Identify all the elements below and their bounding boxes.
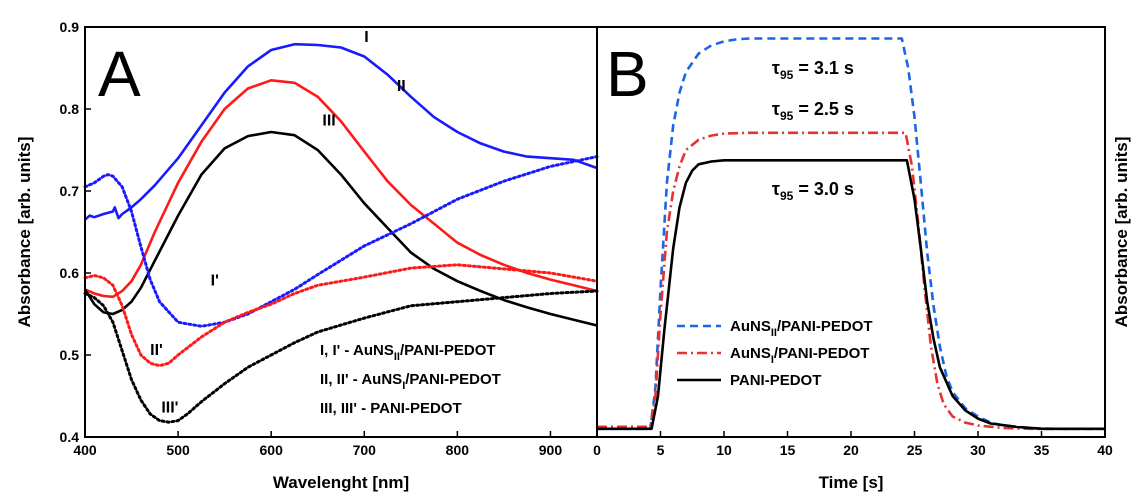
b-tau-sub-1: 95: [780, 109, 794, 123]
panel-b-series: [597, 37, 1105, 431]
b-tau-sub-2: 95: [780, 189, 794, 203]
panel-a-ticks: 400 500 600 700 800 900 0.4 0.5 0.6 0.7 0.8 0.9: [60, 19, 563, 458]
a-curve-label-5: III': [161, 399, 178, 416]
a-y-tick-label-2: 0.6: [60, 265, 80, 281]
b-tau-annotation-2: τ95 = 3.0 s: [772, 179, 854, 203]
b-legend-suffix-0: /PANI-PEDOT: [777, 318, 873, 335]
a-legend-prefix-1: II, II' - AuNS: [320, 371, 402, 388]
b-x-tick-label-0: 0: [593, 442, 601, 458]
b-tau-sub-0: 95: [780, 68, 794, 82]
a-series-line-4: [83, 263, 599, 368]
b-series-line-2: [597, 159, 1105, 431]
b-legend-prefix-0: AuNS: [730, 318, 771, 335]
b-x-tick-label-6: 30: [970, 442, 986, 458]
a-x-tick-label-0: 400: [73, 442, 97, 458]
panel-a-y-axis-title: Absorbance [arb. units]: [15, 137, 34, 328]
a-y-tick-label-4: 0.8: [60, 101, 80, 117]
b-tau-value-2: = 3.0 s: [793, 179, 854, 199]
a-series-line-3: [83, 155, 599, 328]
b-tau-annotation-1: τ95 = 2.5 s: [772, 99, 854, 123]
a-legend-suffix-0: /PANI-PEDOT: [400, 342, 496, 359]
panel-b-ticks: 0 5 10 15 20 25 30 35 40: [593, 431, 1113, 458]
a-legend-sub-0: II: [394, 351, 400, 363]
a-curve-label-3: I': [211, 272, 219, 289]
b-x-tick-label-5: 25: [907, 442, 923, 458]
panel-a: 400 500 600 700 800 900 0.4 0.5 0.6 0.7 0.8 0.9 A I…: [15, 19, 599, 492]
b-x-tick-label-7: 35: [1034, 442, 1050, 458]
a-x-tick-label-3: 700: [353, 442, 377, 458]
a-legend-entry-0: I, I' - AuNSII/PANI-PEDOT: [320, 342, 496, 363]
b-legend-prefix-1: AuNS: [730, 345, 771, 362]
b-tau-value-1: = 2.5 s: [793, 99, 854, 119]
a-legend-entry-1: II, II' - AuNSI/PANI-PEDOT: [320, 371, 501, 392]
a-legend-sub-1: I: [402, 380, 405, 392]
b-tau-annotation-0: τ95 = 3.1 s: [772, 58, 854, 82]
b-tau-symbol-1: τ: [772, 99, 780, 119]
a-legend-prefix-0: I, I' - AuNS: [320, 342, 394, 359]
a-y-tick-label-5: 0.9: [60, 19, 80, 35]
b-series-line-0: [597, 37, 1105, 431]
b-legend-sub-0: II: [771, 327, 777, 339]
a-curve-label-1: II: [397, 78, 406, 95]
b-legend-sub-1: I: [771, 354, 774, 366]
b-x-tick-label-2: 10: [716, 442, 732, 458]
panel-b-y-axis-title: Absorbance [arb. units]: [1112, 137, 1131, 328]
panel-b-letter: B: [606, 38, 649, 110]
a-x-tick-label-2: 600: [260, 442, 284, 458]
a-curve-label-2: III: [322, 112, 335, 129]
a-curve-label-0: I: [364, 29, 368, 46]
panel-b-legend: AuNSII/PANI-PEDOTAuNSI/PANI-PEDOTPANI-PE…: [677, 318, 873, 389]
a-x-tick-label-4: 800: [446, 442, 470, 458]
panel-b-x-axis-title: Time [s]: [819, 473, 884, 492]
panel-a-letter: A: [98, 38, 141, 110]
b-tau-symbol-0: τ: [772, 58, 780, 78]
b-tau-symbol-2: τ: [772, 179, 780, 199]
b-legend-entry-1: AuNSI/PANI-PEDOT: [730, 345, 869, 366]
b-series-line-1: [597, 131, 1105, 431]
a-legend-entry-2: III, III' - PANI-PEDOT: [320, 400, 462, 417]
b-legend-entry-2: PANI-PEDOT: [730, 372, 821, 389]
a-y-tick-label-1: 0.5: [60, 347, 80, 363]
panel-a-series: [83, 42, 599, 424]
a-series-line-1: [84, 79, 598, 299]
a-series-line-0: [84, 42, 598, 221]
b-x-tick-label-8: 40: [1097, 442, 1113, 458]
b-x-tick-label-1: 5: [657, 442, 665, 458]
b-legend-prefix-2: PANI-PEDOT: [730, 372, 821, 389]
b-legend-entry-0: AuNSII/PANI-PEDOT: [730, 318, 873, 339]
a-x-tick-label-1: 500: [166, 442, 190, 458]
a-curve-label-4: II': [150, 342, 163, 359]
b-x-tick-label-3: 15: [780, 442, 796, 458]
b-legend-suffix-1: /PANI-PEDOT: [774, 345, 870, 362]
b-x-tick-label-4: 20: [843, 442, 859, 458]
a-y-tick-label-3: 0.7: [60, 183, 80, 199]
a-legend-prefix-2: III, III' - PANI-PEDOT: [320, 400, 462, 417]
a-x-tick-label-5: 900: [539, 442, 563, 458]
a-y-tick-label-0: 0.4: [60, 429, 80, 445]
a-series-line-5: [83, 289, 599, 424]
a-legend-suffix-1: /PANI-PEDOT: [405, 371, 501, 388]
b-tau-value-0: = 3.1 s: [793, 58, 854, 78]
panel-a-x-axis-title: Wavelenght [nm]: [273, 473, 409, 492]
